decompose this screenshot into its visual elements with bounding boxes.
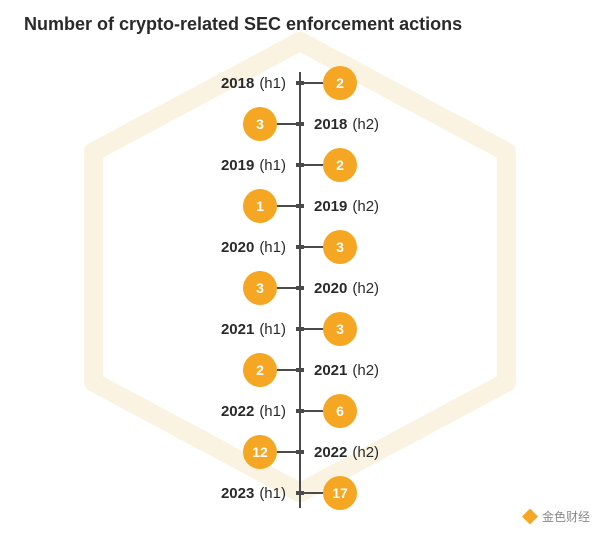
connector-line	[300, 246, 323, 248]
timeline-row: 3 2018 (h2)	[0, 105, 600, 143]
year-text: 2022	[314, 444, 347, 461]
timeline-row: 2 2018 (h1)	[0, 64, 600, 102]
half-text: (h2)	[352, 198, 379, 215]
period-label: 2020 (h1)	[221, 228, 286, 266]
chart-title: Number of crypto-related SEC enforcement…	[24, 14, 462, 35]
half-text: (h2)	[352, 362, 379, 379]
period-label: 2022 (h2)	[314, 433, 379, 471]
year-text: 2023	[221, 485, 254, 502]
year-text: 2021	[314, 362, 347, 379]
connector-line	[277, 369, 300, 371]
period-label: 2019 (h2)	[314, 187, 379, 225]
timeline: 2 2018 (h1) 3 2018 (h2) 2 2019 (h1) 1 2019 (h2) 3 202…	[0, 58, 600, 518]
year-text: 2020	[221, 239, 254, 256]
value-bubble: 2	[243, 353, 277, 387]
half-text: (h2)	[352, 444, 379, 461]
connector-line	[300, 164, 323, 166]
year-text: 2018	[221, 75, 254, 92]
value-bubble: 2	[323, 148, 357, 182]
year-text: 2020	[314, 280, 347, 297]
half-text: (h1)	[259, 75, 286, 92]
half-text: (h1)	[259, 157, 286, 174]
half-text: (h2)	[352, 280, 379, 297]
value-bubble: 3	[323, 312, 357, 346]
value-bubble: 2	[323, 66, 357, 100]
half-text: (h1)	[259, 321, 286, 338]
half-text: (h2)	[352, 116, 379, 133]
timeline-row: 12 2022 (h2)	[0, 433, 600, 471]
connector-line	[277, 451, 300, 453]
value-bubble: 3	[243, 271, 277, 305]
connector-line	[300, 82, 323, 84]
timeline-row: 6 2022 (h1)	[0, 392, 600, 430]
period-label: 2020 (h2)	[314, 269, 379, 307]
year-text: 2021	[221, 321, 254, 338]
period-label: 2023 (h1)	[221, 474, 286, 512]
connector-line	[277, 287, 300, 289]
year-text: 2018	[314, 116, 347, 133]
period-label: 2021 (h1)	[221, 310, 286, 348]
timeline-row: 2 2019 (h1)	[0, 146, 600, 184]
half-text: (h1)	[259, 485, 286, 502]
timeline-row: 2 2021 (h2)	[0, 351, 600, 389]
connector-line	[277, 205, 300, 207]
period-label: 2022 (h1)	[221, 392, 286, 430]
value-bubble: 12	[243, 435, 277, 469]
period-label: 2021 (h2)	[314, 351, 379, 389]
half-text: (h1)	[259, 239, 286, 256]
value-bubble: 3	[243, 107, 277, 141]
watermark: 金色财经	[522, 508, 590, 525]
connector-line	[300, 328, 323, 330]
connector-line	[300, 410, 323, 412]
period-label: 2018 (h1)	[221, 64, 286, 102]
value-bubble: 3	[323, 230, 357, 264]
period-label: 2019 (h1)	[221, 146, 286, 184]
timeline-row: 1 2019 (h2)	[0, 187, 600, 225]
connector-line	[300, 492, 323, 494]
value-bubble: 17	[323, 476, 357, 510]
year-text: 2019	[221, 157, 254, 174]
half-text: (h1)	[259, 403, 286, 420]
watermark-icon	[522, 509, 538, 525]
year-text: 2019	[314, 198, 347, 215]
timeline-row: 17 2023 (h1)	[0, 474, 600, 512]
year-text: 2022	[221, 403, 254, 420]
value-bubble: 1	[243, 189, 277, 223]
timeline-row: 3 2020 (h1)	[0, 228, 600, 266]
period-label: 2018 (h2)	[314, 105, 379, 143]
timeline-row: 3 2020 (h2)	[0, 269, 600, 307]
watermark-text: 金色财经	[542, 508, 590, 525]
connector-line	[277, 123, 300, 125]
timeline-row: 3 2021 (h1)	[0, 310, 600, 348]
value-bubble: 6	[323, 394, 357, 428]
